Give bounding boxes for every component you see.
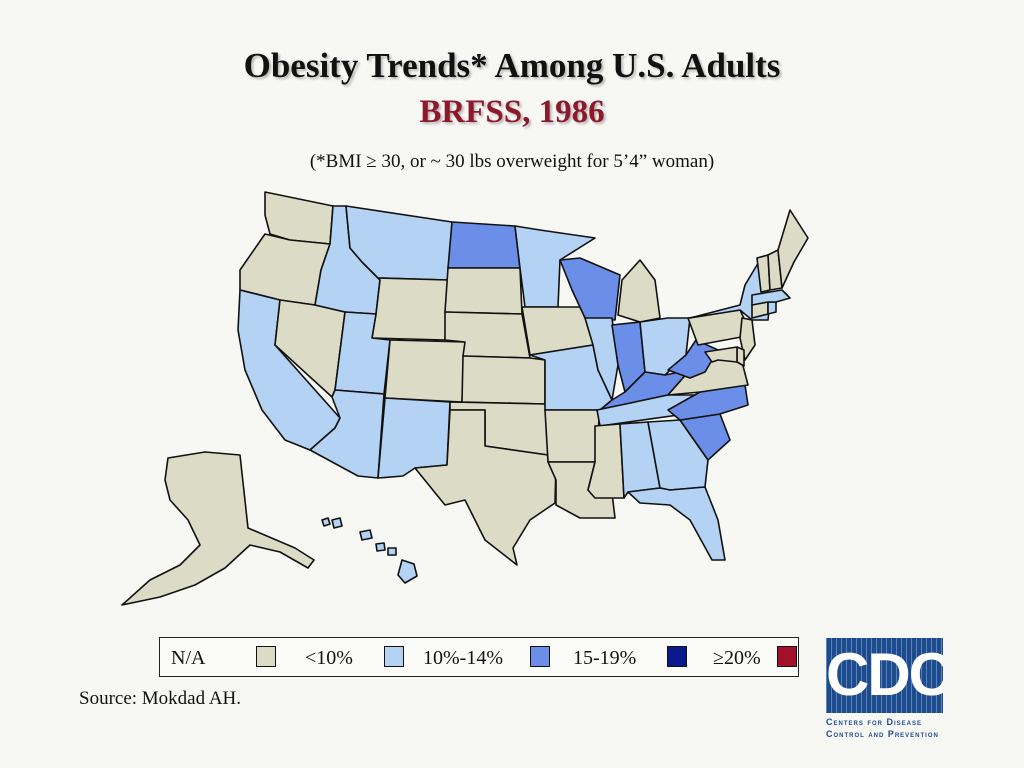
legend-label-15-19: 15-19% [573,647,637,669]
state-arizona [309,389,385,479]
legend-swatch-10-14 [530,646,550,667]
legend-swatch-lt10 [384,646,404,667]
state-wisconsin [559,257,621,321]
state-hawaii-island-3 [359,529,373,541]
legend-label-ge20: ≥20% [713,647,761,669]
legend-label-na: N/A [171,647,206,669]
state-wyoming [371,277,449,341]
legend: N/A <10% 10%-14% 15-19% ≥20% [159,637,799,677]
state-hawaii-island-2 [331,517,343,529]
state-alaska [121,451,315,606]
source-note: Source: Mokdad AH. [79,688,242,709]
state-minnesota [514,225,596,308]
state-delaware [736,346,745,367]
cdc-logo: CDC [826,638,943,713]
state-rhode-island [767,301,777,315]
state-texas [414,409,557,566]
state-north-dakota [447,221,521,269]
state-colorado [384,339,466,403]
state-arkansas [544,409,601,463]
legend-swatch-15-19 [667,646,687,667]
cdc-caption-line2: Control and Prevention [826,729,939,739]
state-kansas [461,355,546,405]
state-hawaii [397,559,418,584]
state-hawaii-island-1 [321,517,331,527]
cdc-logo-caption: Centers for Disease Control and Preventi… [826,716,951,740]
bmi-footnote: (*BMI ≥ 30, or ~ 30 lbs overweight for 5… [309,151,715,172]
legend-swatch-na [256,646,276,667]
legend-label-10-14: 10%-14% [423,647,503,669]
state-maryland [704,346,738,363]
state-south-dakota [444,267,523,315]
cdc-caption-line1: Centers for Disease [826,717,923,727]
cdc-logo-letters: CDC [826,641,943,708]
chart-subtitle: BRFSS, 1986 [419,94,605,130]
state-hawaii-island-4 [375,542,386,552]
state-michigan [617,259,661,323]
legend-swatch-ge20 [777,646,797,667]
state-hawaii-island-5 [387,547,397,556]
state-massachusetts [751,289,791,306]
state-florida [627,486,726,561]
legend-label-lt10: <10% [305,647,353,669]
state-maine [777,209,809,289]
chart-title: Obesity Trends* Among U.S. Adults [243,46,781,85]
